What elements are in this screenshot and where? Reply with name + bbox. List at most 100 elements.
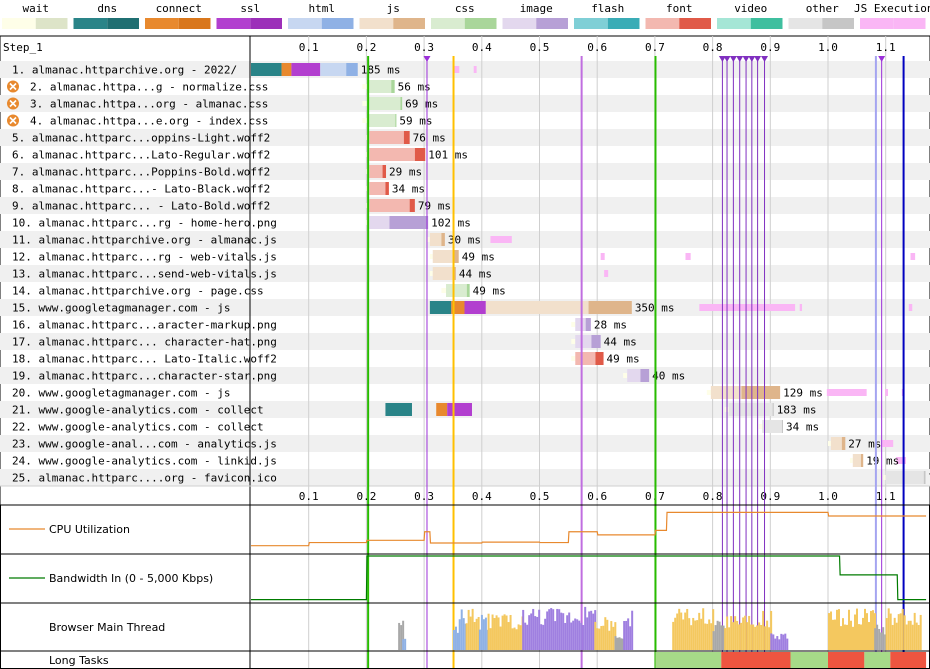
main-thread-activity-15	[872, 610, 874, 650]
js-exec-11-0	[600, 253, 605, 260]
marker-triangle-8	[736, 56, 744, 62]
main-thread-activity-17	[887, 608, 890, 650]
request-time-17: 49 ms	[607, 353, 640, 366]
request-time-22: 27 ms	[848, 438, 881, 451]
main-thread-activity-0	[402, 620, 405, 650]
marker-triangle-6	[723, 56, 731, 62]
main-thread-activity-8	[608, 630, 611, 650]
tick-top-6: 0.7	[645, 41, 665, 54]
main-thread-activity-13	[726, 616, 729, 650]
request-bar-14-seg-1	[451, 301, 465, 314]
main-thread-activity-14	[782, 634, 785, 650]
main-thread-activity-11	[688, 618, 691, 650]
main-thread-activity-11	[672, 621, 675, 650]
main-thread-activity-1	[404, 638, 407, 650]
request-bar-20-seg-4	[728, 403, 773, 416]
main-thread-activity-14	[770, 633, 773, 650]
request-bar-14-seg-2	[464, 301, 486, 314]
legend-swatch-9-b	[679, 18, 711, 29]
request-bar-0-seg-0	[251, 63, 282, 76]
main-thread-activity-13	[756, 625, 759, 650]
main-thread-activity-7	[578, 620, 581, 650]
legend-swatch-9	[645, 18, 680, 29]
cpu-label: CPU Utilization	[49, 523, 130, 536]
request-label-18: 19. almanac.httparc...character-star.png	[12, 370, 277, 383]
request-time-13: 49 ms	[473, 285, 506, 298]
main-thread-activity-16	[882, 627, 885, 650]
request-bar-4-seg-1	[369, 131, 404, 144]
js-exec-19-1	[885, 389, 889, 396]
legend-swatch-5-b	[393, 18, 425, 29]
main-thread-activity-15	[842, 618, 844, 650]
main-thread-activity-15	[846, 624, 848, 650]
request-label-1: 2. almanac.httpa...g - normalize.css	[30, 81, 268, 94]
main-thread-activity-17	[915, 622, 918, 650]
main-thread-activity-7	[570, 622, 573, 650]
main-thread-activity-9	[616, 637, 619, 650]
main-thread-activity-11	[700, 618, 703, 650]
request-bar-10-seg-2	[441, 233, 445, 246]
legend-label-5: js	[387, 2, 400, 15]
row-stripe-8	[0, 197, 930, 214]
main-thread-activity-15	[864, 608, 866, 650]
main-thread-activity-6	[497, 617, 500, 650]
main-thread-activity-7	[546, 611, 549, 650]
main-thread-activity-4	[473, 622, 476, 650]
main-thread-activity-4	[465, 623, 468, 650]
main-thread-activity-12	[722, 625, 725, 650]
warning-icon-x2	[9, 82, 17, 91]
main-thread-activity-3	[462, 618, 465, 650]
main-thread-activity-7	[576, 619, 579, 650]
request-bar-24-seg-2	[923, 471, 926, 484]
main-thread-activity-7	[526, 624, 529, 650]
request-bar-11-seg-0	[429, 254, 433, 259]
main-thread-activity-7	[564, 622, 567, 650]
tick-top-5: 0.6	[587, 41, 607, 54]
js-exec-10-0	[490, 236, 512, 243]
main-thread-activity-8	[614, 622, 617, 650]
main-thread-activity-13	[762, 610, 765, 650]
tick-top-10: 1.1	[876, 41, 896, 54]
main-thread-activity-11	[686, 608, 689, 650]
main-thread-activity-11	[704, 623, 707, 650]
js-exec-11-1	[685, 253, 691, 260]
main-thread-activity-15	[860, 624, 862, 650]
main-thread-activity-7	[542, 624, 545, 650]
js-exec-0-0	[454, 66, 460, 73]
main-thread-activity-13	[760, 624, 763, 650]
main-thread-activity-17	[917, 625, 920, 650]
main-thread-activity-6	[511, 628, 514, 650]
main-thread-activity-8	[604, 617, 607, 650]
main-thread-activity-3	[460, 609, 463, 650]
js-exec-0-1	[473, 66, 477, 73]
main-thread-activity-13	[758, 622, 761, 650]
legend-swatch-11	[788, 18, 823, 29]
legend-label-0: wait	[23, 2, 50, 15]
main-thread-activity-10	[623, 621, 626, 650]
main-thread-activity-13	[744, 615, 747, 650]
main-thread-activity-6	[499, 626, 502, 650]
legend-swatch-6-b	[464, 18, 497, 29]
main-thread-activity-6	[509, 614, 512, 650]
request-bar-8-seg-2	[409, 199, 415, 212]
request-bar-17-seg-0	[571, 356, 576, 361]
legend-label-6: css	[455, 2, 475, 15]
main-thread-activity-17	[897, 614, 900, 650]
row-stripe-10	[0, 231, 930, 248]
main-thread-activity-13	[730, 616, 733, 650]
main-thread-activity-8	[600, 626, 603, 650]
tick-top-9: 1.0	[818, 41, 838, 54]
main-thread-activity-15	[862, 617, 864, 650]
main-thread-activity-17	[911, 624, 914, 650]
request-bar-10-seg-1	[429, 233, 442, 246]
main-thread-activity-12	[720, 625, 723, 650]
request-bar-2-seg-2	[400, 97, 403, 110]
request-bar-18-seg-1	[627, 369, 641, 382]
main-thread-activity-7	[558, 609, 561, 650]
main-thread-activity-7	[552, 609, 555, 650]
main-thread-activity-5	[478, 629, 481, 650]
request-bar-4-seg-2	[403, 131, 410, 144]
main-thread-activity-13	[770, 610, 773, 650]
tick-bottom-8: 0.9	[760, 490, 780, 503]
legend-swatch-10-b	[750, 18, 783, 29]
